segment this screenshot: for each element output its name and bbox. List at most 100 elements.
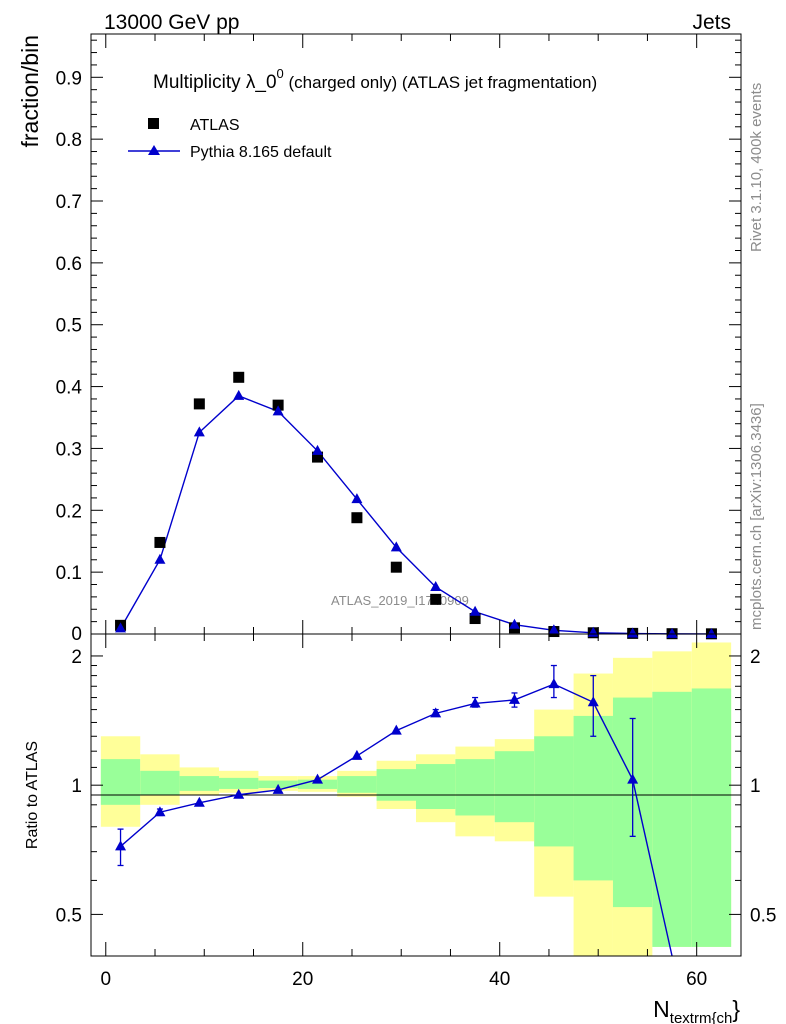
atlas-data-point xyxy=(312,451,324,463)
atlas-data-point xyxy=(193,398,205,410)
atlas-data-point xyxy=(469,613,481,625)
chart-title-sup: 0 xyxy=(277,66,284,81)
ratio-data-point xyxy=(390,724,402,735)
x-axis-label-tail: } xyxy=(732,996,740,1022)
main-y-tick-label: 0.1 xyxy=(56,563,82,584)
mc-data-point xyxy=(193,426,205,437)
ratio-panel-frame xyxy=(90,633,742,957)
ratio-data-point xyxy=(587,696,599,707)
ratio-panel: 0.5 0.5 1 1 2 2 0 20 40 60 Ratio to ATLAS Ntextr… xyxy=(24,34,776,1024)
category-label: Jets xyxy=(692,11,731,34)
ratio-y-tick-label-left: 0.5 xyxy=(56,905,82,926)
mc-data-point xyxy=(705,627,717,638)
main-y-tick-label: 0.6 xyxy=(56,254,82,275)
atlas-data-point xyxy=(390,561,402,573)
ratio-band-inner xyxy=(140,770,180,795)
ratio-band-inner xyxy=(416,764,456,810)
mc-data-point xyxy=(154,553,166,564)
mc-data-point xyxy=(627,627,639,638)
main-y-axis: 0 0.1 0.2 0.3 0.4 0.5 0.6 0.7 0.8 0.9 xyxy=(56,39,741,645)
main-y-tick-label: 0 xyxy=(71,624,82,645)
legend-mc-label: Pythia 8.165 default xyxy=(190,144,332,161)
chart-title-main: Multiplicity λ_0 xyxy=(153,72,277,93)
x-axis-label: Ntextrm{ch} xyxy=(653,996,740,1024)
mc-curve xyxy=(119,395,712,635)
ratio-y-axis: 0.5 0.5 1 1 2 2 xyxy=(56,647,777,926)
mc-data-point xyxy=(508,618,520,629)
legend-data-label: ATLAS xyxy=(190,117,240,134)
x-tick-label: 0 xyxy=(100,969,111,990)
x-axis: 0 20 40 60 xyxy=(100,34,707,990)
ratio-band-inner xyxy=(100,759,141,805)
atlas-data-point xyxy=(154,536,166,548)
atlas-data-point xyxy=(233,371,245,383)
ratio-data-point xyxy=(469,697,481,708)
ratio-data-point xyxy=(430,707,442,718)
ratio-band-inner xyxy=(179,776,220,791)
ratio-band-inner xyxy=(297,779,338,789)
main-panel-frame xyxy=(90,33,742,635)
atlas-data-point xyxy=(351,512,363,524)
atlas-data-point xyxy=(272,399,284,411)
x-axis-label-main: N xyxy=(653,996,670,1022)
mc-data-point xyxy=(469,605,481,616)
x-tick-label: 40 xyxy=(489,969,510,990)
energy-label: 13000 GeV pp xyxy=(104,11,239,34)
ratio-band-inner xyxy=(337,776,377,793)
mc-data-point xyxy=(390,541,402,552)
legend-data-marker xyxy=(148,118,159,129)
chart-title-rest: (charged only) (ATLAS jet fragmentation) xyxy=(284,73,597,92)
ratio-band-inner xyxy=(652,691,692,947)
main-panel: 0 0.1 0.2 0.3 0.4 0.5 0.6 0.7 0.8 0.9 fraction/bi… xyxy=(17,33,742,645)
ratio-data-point xyxy=(233,788,245,799)
ratio-y-tick-label-right: 2 xyxy=(750,647,761,668)
main-y-tick-label: 0.9 xyxy=(56,68,82,89)
mc-data-point xyxy=(272,405,284,416)
mc-data-point xyxy=(351,493,363,504)
ratio-band-inner xyxy=(534,736,574,847)
chart-title: Multiplicity λ_00 (charged only) (ATLAS … xyxy=(153,66,597,93)
ratio-band-inner xyxy=(494,751,535,823)
ratio-data-point xyxy=(351,749,363,760)
atlas-data-point xyxy=(430,593,442,605)
ratio-data-point xyxy=(115,840,127,851)
main-y-tick-label: 0.4 xyxy=(56,378,83,399)
ratio-y-tick-label-right: 1 xyxy=(750,776,761,797)
mc-data-point xyxy=(430,580,442,591)
mc-data-point xyxy=(115,622,127,633)
ratio-data-point xyxy=(312,773,324,784)
ratio-y-tick-label-left: 2 xyxy=(71,647,82,668)
ratio-y-label: Ratio to ATLAS xyxy=(24,741,41,849)
x-tick-label: 20 xyxy=(292,969,313,990)
ratio-data-layer xyxy=(115,664,673,957)
ratio-data-point xyxy=(272,783,284,794)
ratio-data-point xyxy=(193,796,205,807)
ratio-data-point xyxy=(508,693,520,704)
main-y-tick-label: 0.8 xyxy=(56,130,82,151)
mc-data-point xyxy=(312,444,324,455)
ratio-data-point xyxy=(154,806,166,817)
ratio-band-inner xyxy=(455,759,495,816)
ratio-band-inner xyxy=(219,777,259,789)
legend: ATLAS Pythia 8.165 default xyxy=(128,117,332,161)
main-y-tick-label: 0.5 xyxy=(56,316,82,337)
main-y-label: fraction/bin xyxy=(17,35,43,148)
ratio-data-point xyxy=(548,678,560,689)
main-y-tick-label: 0.3 xyxy=(56,439,82,460)
ratio-band-inner xyxy=(376,769,416,801)
ratio-band-inner xyxy=(691,688,732,947)
mc-data-point xyxy=(233,389,245,400)
ratio-y-tick-label-right: 0.5 xyxy=(750,905,776,926)
main-y-tick-label: 0.7 xyxy=(56,192,82,213)
mc-data-point xyxy=(548,624,560,635)
rivet-info: Rivet 3.1.10, 400k events xyxy=(748,83,765,252)
legend-mc-marker xyxy=(148,145,160,155)
ratio-data-point xyxy=(627,773,639,784)
mc-data-point xyxy=(666,627,678,638)
x-axis-label-sub: textrm{ch xyxy=(670,1010,733,1024)
x-tick-label: 60 xyxy=(686,969,707,990)
ratio-y-tick-label-left: 1 xyxy=(71,776,82,797)
ratio-band-inner xyxy=(573,715,613,881)
mcplots-info: mcplots.cern.ch [arXiv:1306.3436] xyxy=(748,403,765,630)
